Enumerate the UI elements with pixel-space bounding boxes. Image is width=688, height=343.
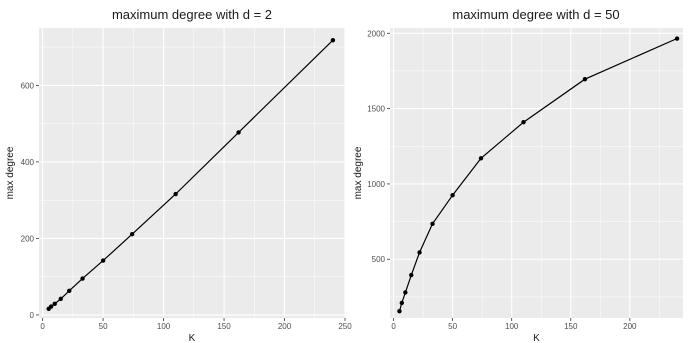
data-point <box>521 119 526 125</box>
data-point <box>582 77 588 82</box>
x-tick-label: 150 <box>217 322 231 331</box>
x-tick-label: 150 <box>564 322 578 331</box>
y-tick-label: 1500 <box>367 105 385 114</box>
gridlines <box>390 28 683 318</box>
data-point <box>478 156 484 161</box>
x-tick-label: 200 <box>278 322 292 331</box>
data-point <box>399 300 405 306</box>
y-tick-label: 200 <box>21 234 35 243</box>
data-point <box>100 258 106 263</box>
x-axis-title: K <box>189 333 196 343</box>
x-axis-title: K <box>533 333 540 343</box>
x-tick-label: 50 <box>99 322 108 331</box>
chart-title: maximum degree with d = 2 <box>112 7 272 22</box>
data-point <box>409 272 414 278</box>
y-tick-label: 600 <box>21 81 35 90</box>
plot-panel-background <box>390 28 683 318</box>
data-point <box>67 288 72 294</box>
data-point <box>330 38 336 43</box>
x-tick-label: 100 <box>505 322 519 331</box>
data-point <box>52 301 57 307</box>
data-point <box>417 250 422 255</box>
x-tick-label: 50 <box>448 322 457 331</box>
data-point <box>80 276 85 281</box>
data-point <box>129 232 135 237</box>
data-point <box>403 290 408 295</box>
y-axis-title: max degree <box>5 146 16 199</box>
y-tick-label: 1000 <box>367 180 385 189</box>
x-tick-label: 100 <box>157 322 171 331</box>
gridlines <box>39 28 346 318</box>
y-tick-label: 400 <box>21 158 35 167</box>
y-tick-label: 0 <box>30 311 35 320</box>
y-tick-label: 500 <box>372 255 386 264</box>
data-point <box>430 221 435 227</box>
data-point <box>397 309 402 314</box>
chart-2: 0 50 100 150 200 500 1000 1500 2000 maximum degre… <box>353 7 683 343</box>
x-tick-label: 200 <box>623 322 637 331</box>
x-tick-label: 0 <box>40 322 45 331</box>
chart-1: 0 50 100 150 200 250 0 200 400 600 maximum degree … <box>5 7 352 343</box>
chart-title: maximum degree with d = 50 <box>452 7 619 22</box>
data-point <box>48 304 54 309</box>
data-point <box>674 36 680 41</box>
x-tick-label: 0 <box>391 322 396 331</box>
data-point <box>173 191 178 197</box>
data-point <box>58 296 63 302</box>
plot-panel-background <box>39 28 345 318</box>
y-tick-label: 2000 <box>367 29 385 38</box>
data-point <box>236 130 241 135</box>
data-point <box>450 193 455 198</box>
y-axis-title: max degree <box>353 146 364 199</box>
x-tick-label: 250 <box>338 322 352 331</box>
